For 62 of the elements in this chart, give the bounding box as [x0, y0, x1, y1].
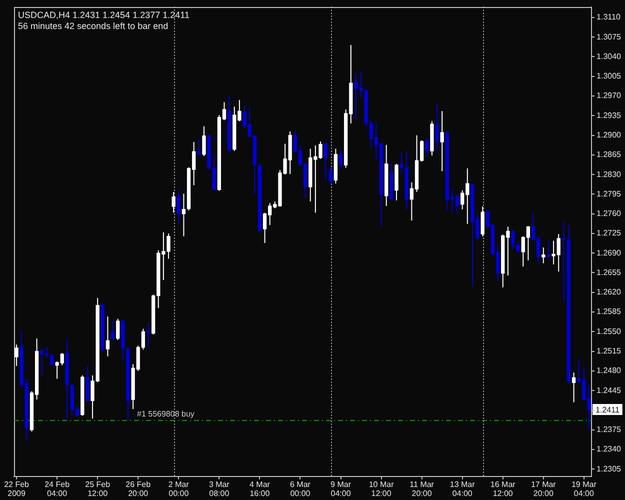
text: 56 minutes 42 seconds left to bar end [18, 20, 168, 31]
candlestick [400, 152, 404, 174]
y-tick-label: 1.3005 [596, 72, 622, 81]
x-tick-label: 24 Feb 04:00 [44, 480, 70, 498]
candlestick [572, 372, 576, 403]
x-tick-label: 19 Mar 04:00 [571, 480, 597, 498]
x-tick-label: 11 Mar 20:00 [410, 480, 434, 498]
x-tick-label: 22 Feb 2009 [4, 480, 30, 498]
y-tick-label: 1.2830 [596, 170, 622, 179]
x-tick-label: 9 Mar 04:00 [330, 480, 352, 498]
y-tick-label: 1.2585 [596, 307, 622, 316]
candlestick [202, 126, 206, 157]
y-tick-label: 1.2970 [596, 91, 622, 100]
y-tick-label: 1.2375 [596, 425, 622, 434]
candlestick [176, 190, 180, 226]
x-tick-label: 13 Mar 04:00 [450, 480, 476, 498]
candlestick [182, 193, 186, 237]
x-tick-label: 3 Mar 08:00 [208, 480, 230, 498]
candlestick [324, 142, 328, 182]
x-tick-label: 4 Mar 16:00 [249, 480, 270, 498]
y-tick-label: 1.2620 [596, 288, 622, 297]
candlestick [546, 240, 550, 258]
annotation: 1.2411 [596, 406, 620, 415]
candlestick [440, 110, 444, 172]
y-tick-label: 1.3110 [596, 12, 621, 22]
candlestick [425, 137, 429, 156]
candlestick [14, 344, 18, 366]
y-tick-label: 1.2760 [596, 209, 622, 218]
candlestick [338, 150, 343, 168]
x-tick-label: 17 Mar 20:00 [530, 480, 556, 498]
y-tick-label: 1.3040 [596, 52, 622, 61]
y-tick-label: 1.2305 [596, 464, 622, 474]
y-tick-label: 1.2515 [596, 346, 622, 356]
candlestick [197, 138, 201, 156]
candlestick [172, 191, 176, 214]
y-tick-label: 1.2935 [596, 110, 622, 120]
y-tick-label: 1.2340 [596, 444, 622, 454]
x-tick-label: 25 Feb 12:00 [85, 480, 111, 498]
ref-line-label: #1 5569808 buy [137, 410, 194, 418]
y-tick-label: 1.2865 [596, 150, 622, 160]
candlestick [106, 316, 110, 357]
candlestick [480, 206, 484, 237]
candlestick [328, 166, 332, 186]
y-tick-label: 1.2725 [596, 228, 622, 238]
y-tick-label: 1.2550 [596, 326, 622, 336]
y-tick-label: 1.2480 [596, 366, 622, 376]
x-tick-label: 10 Mar 12:00 [368, 480, 394, 498]
candlestick [542, 246, 546, 264]
x-tick-label: 26 Feb 20:00 [126, 480, 152, 498]
y-tick-label: 1.2445 [596, 386, 622, 395]
x-tick-label: 2 Mar 00:00 [168, 480, 190, 498]
y-tick-label: 1.2690 [596, 248, 622, 258]
x-tick-label: 16 Mar 12:00 [490, 480, 516, 498]
chart-title: USDCAD,H4 1.2431 1.2454 1.2377 1.2411 [18, 10, 190, 20]
candlestick [110, 320, 115, 341]
y-tick-label: 1.2900 [596, 130, 622, 140]
candlestick [435, 104, 439, 152]
y-tick-label: 1.2655 [596, 268, 622, 277]
candlestick [116, 318, 120, 341]
y-tick-label: 1.3075 [596, 32, 622, 42]
y-tick-label: 1.2795 [596, 189, 622, 198]
x-tick-label: 6 Mar 00:00 [290, 480, 311, 498]
